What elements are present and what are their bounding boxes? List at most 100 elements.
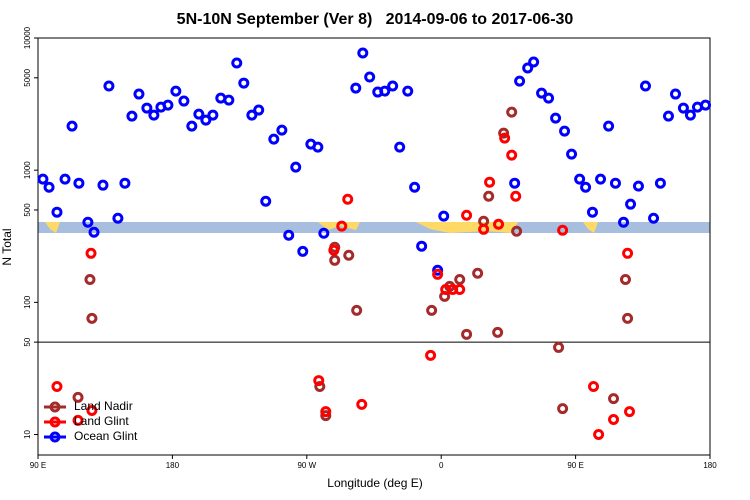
point xyxy=(320,406,332,418)
point xyxy=(511,225,523,237)
point xyxy=(662,110,674,122)
point xyxy=(313,375,325,387)
y-tick-label: 500 xyxy=(23,203,32,217)
point xyxy=(632,180,644,192)
point xyxy=(543,92,555,104)
point xyxy=(394,141,406,153)
point xyxy=(260,195,272,207)
legend-marker xyxy=(49,401,61,413)
point xyxy=(619,273,631,285)
point xyxy=(622,247,634,259)
point xyxy=(432,264,444,276)
y-tick-label: 10000 xyxy=(23,26,32,49)
x-axis-label: Longitude (deg E) xyxy=(327,476,422,490)
point xyxy=(103,80,115,92)
point xyxy=(357,47,369,59)
x-tick-label: 90 E xyxy=(30,461,46,470)
point xyxy=(97,179,109,191)
point xyxy=(276,124,288,136)
point xyxy=(557,403,569,415)
point xyxy=(73,177,85,189)
point xyxy=(670,88,682,100)
point xyxy=(484,176,496,188)
point xyxy=(85,247,97,259)
point xyxy=(231,57,243,69)
point xyxy=(461,328,473,340)
point xyxy=(86,404,98,416)
point xyxy=(684,109,696,121)
point xyxy=(438,210,450,222)
point xyxy=(493,218,505,230)
point xyxy=(86,312,98,324)
point xyxy=(580,181,592,193)
point xyxy=(609,177,621,189)
point xyxy=(119,177,131,189)
legend-marker xyxy=(49,431,61,443)
point xyxy=(559,125,571,137)
legend-label: Land Glint xyxy=(74,414,129,428)
point xyxy=(141,102,153,114)
x-tick-label: 180 xyxy=(166,461,180,470)
point xyxy=(506,106,518,118)
point xyxy=(550,112,562,124)
point xyxy=(536,87,548,99)
x-tick-label: 90 E xyxy=(567,461,583,470)
y-tick-label: 100 xyxy=(23,295,32,309)
point xyxy=(364,71,376,83)
point xyxy=(509,177,521,189)
point xyxy=(432,268,444,280)
point xyxy=(329,254,341,266)
point xyxy=(314,380,326,392)
point xyxy=(170,85,182,97)
point xyxy=(618,216,630,228)
point xyxy=(356,398,368,410)
point xyxy=(402,85,414,97)
point xyxy=(343,249,355,261)
point xyxy=(246,109,258,121)
point xyxy=(499,132,511,144)
point xyxy=(625,198,637,210)
point xyxy=(126,110,138,122)
point xyxy=(574,173,586,185)
point xyxy=(223,94,235,106)
point xyxy=(379,85,391,97)
y-tick-label: 10 xyxy=(23,430,32,439)
point xyxy=(608,393,620,405)
legend-marker xyxy=(49,416,61,428)
point xyxy=(586,206,598,218)
land xyxy=(416,222,518,233)
point xyxy=(253,104,265,116)
point xyxy=(238,77,250,89)
point xyxy=(66,120,78,132)
point xyxy=(312,141,324,153)
point xyxy=(342,193,354,205)
legend-label: Ocean Glint xyxy=(74,429,138,443)
point xyxy=(588,380,600,392)
point xyxy=(510,190,522,202)
point xyxy=(320,410,332,422)
point xyxy=(654,177,666,189)
point xyxy=(593,429,605,441)
point xyxy=(351,304,363,316)
x-tick-label: 180 xyxy=(703,461,717,470)
point xyxy=(677,102,689,114)
point xyxy=(186,120,198,132)
point xyxy=(498,127,510,139)
land xyxy=(583,222,598,233)
point xyxy=(43,181,55,193)
y-tick-label: 5000 xyxy=(23,68,32,86)
point xyxy=(425,349,437,361)
point xyxy=(522,62,534,74)
point xyxy=(133,88,145,100)
point xyxy=(506,149,518,161)
point xyxy=(88,226,100,238)
point xyxy=(566,148,578,160)
point xyxy=(387,80,399,92)
point xyxy=(37,173,49,185)
point xyxy=(603,120,615,132)
point xyxy=(416,240,428,252)
point xyxy=(51,206,63,218)
point xyxy=(454,284,466,296)
point xyxy=(178,95,190,107)
plot-frame xyxy=(37,37,711,456)
